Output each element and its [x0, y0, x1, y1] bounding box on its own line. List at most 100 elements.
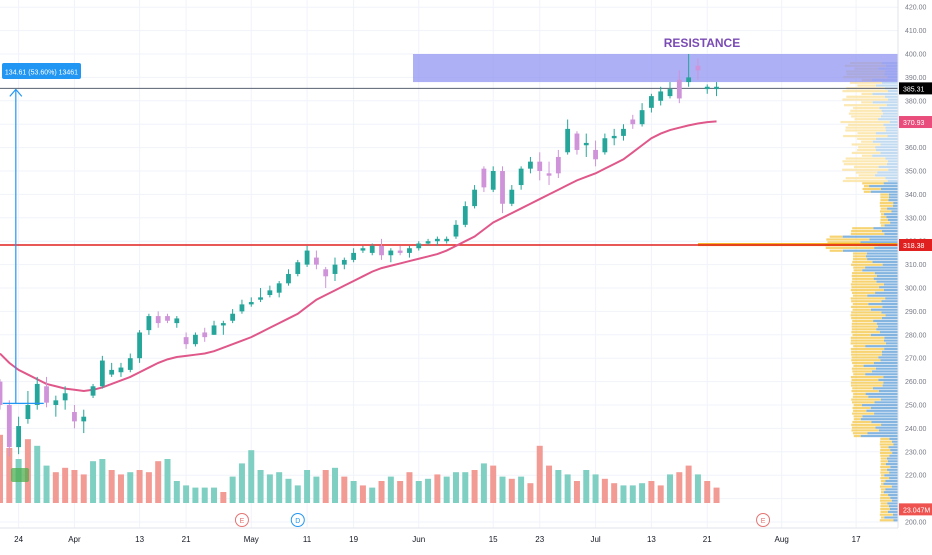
volume-bar [471, 470, 478, 503]
resistance-label: RESISTANCE [664, 36, 740, 50]
vp-buy-row [862, 415, 898, 418]
vp-buy-row [888, 505, 898, 508]
vp-sell-row [880, 437, 890, 440]
vp-sell-row [851, 367, 876, 370]
vp-buy-row [890, 465, 898, 469]
vp-sell-row [852, 387, 873, 390]
vp-sell-row [879, 443, 894, 446]
vp-sell-row [852, 260, 873, 264]
candle-body [509, 189, 515, 204]
volume-bar [620, 485, 627, 503]
vp-sell-row [879, 451, 893, 455]
vp-sell-row [851, 423, 882, 426]
candle-body [565, 128, 571, 153]
vp-sell-row [825, 246, 875, 250]
vp-buy-row [888, 196, 898, 199]
candle-body [211, 325, 217, 335]
vp-sell-row [851, 291, 876, 294]
vp-buy-row [887, 502, 898, 505]
vp-sell-row-upper [855, 171, 878, 174]
vp-sell-row [879, 440, 892, 443]
volume-bar [350, 481, 357, 503]
vp-sell-row [850, 314, 886, 317]
candle-body [611, 135, 617, 139]
vp-buy-row-upper [882, 112, 898, 115]
candle-body [258, 297, 263, 300]
vp-buy-row [881, 300, 898, 303]
vp-sell-row [852, 361, 874, 365]
vp-buy-row [893, 443, 898, 446]
vp-sell-row-upper [843, 134, 888, 138]
volume-bar [629, 485, 636, 503]
candle-body [16, 426, 22, 448]
vp-sell-row [880, 463, 886, 466]
vp-buy-row [892, 451, 898, 455]
vp-buy-row [883, 288, 898, 292]
vp-buy-row-upper [885, 157, 898, 160]
vp-sell-row-upper [857, 149, 877, 152]
vp-buy-row [872, 387, 898, 390]
vp-buy-row [870, 308, 898, 311]
candle-body [72, 412, 77, 422]
vp-buy-row-upper [875, 84, 898, 87]
volume-bar [313, 476, 320, 503]
price-tick-label: 410.00 [905, 28, 927, 35]
price-tick-label: 330.00 [905, 215, 927, 222]
vp-buy-row [876, 274, 898, 278]
vp-buy-row [887, 218, 898, 221]
volume-bar [583, 470, 590, 503]
vp-sell-row [880, 477, 890, 480]
candle-body [118, 367, 124, 373]
vp-sell-row [851, 286, 880, 289]
vp-sell-row [851, 263, 883, 266]
vp-buy-row [883, 182, 898, 185]
vp-sell-row [851, 274, 877, 278]
event-marker-label: D [295, 518, 300, 525]
volume-bar [546, 465, 553, 503]
vp-sell-row [853, 409, 867, 412]
volume-bar [43, 465, 50, 503]
vp-sell-row [851, 378, 879, 381]
volume-bar [425, 478, 432, 503]
vp-buy-row-upper [875, 146, 898, 149]
vp-sell-row-upper [851, 151, 881, 155]
candle-body [165, 316, 170, 321]
price-tick-label: 290.00 [905, 309, 927, 316]
candle-body [239, 304, 245, 312]
vp-sell-row [851, 300, 882, 303]
vp-buy-row [883, 491, 898, 494]
vp-buy-row [872, 260, 898, 264]
volume-bar [322, 470, 329, 503]
vp-buy-row [880, 398, 898, 401]
vp-sell-row [880, 505, 889, 508]
vp-buy-row [878, 390, 898, 393]
volume-bar [415, 481, 422, 503]
vp-buy-row [878, 378, 898, 381]
candle-body [90, 386, 96, 396]
vp-sell-row-upper [846, 95, 885, 98]
vp-buy-row [873, 227, 898, 230]
vp-buy-row [888, 193, 898, 196]
time-tick-label: 21 [703, 535, 712, 544]
vp-buy-row [867, 432, 898, 435]
vp-buy-row [870, 406, 898, 410]
vp-sell-row [880, 496, 891, 499]
time-tick-label: Apr [68, 535, 81, 544]
vp-sell-row [852, 401, 875, 404]
volume-bar [257, 470, 264, 503]
volume-bar [555, 470, 562, 503]
vp-sell-row-upper [842, 90, 888, 93]
volume-bar [136, 470, 143, 503]
measure-arrowhead [9, 88, 23, 97]
vp-sell-row [851, 305, 883, 308]
vp-sell-row-upper [857, 132, 876, 135]
vp-buy-row-upper [878, 165, 898, 169]
price-tick-label: 390.00 [905, 75, 927, 82]
vp-sell-row [852, 258, 868, 261]
vp-sell-row-upper [861, 140, 873, 143]
time-tick-label: 17 [852, 535, 861, 544]
vp-buy-row-upper [888, 98, 898, 101]
volume-bar [211, 487, 218, 503]
